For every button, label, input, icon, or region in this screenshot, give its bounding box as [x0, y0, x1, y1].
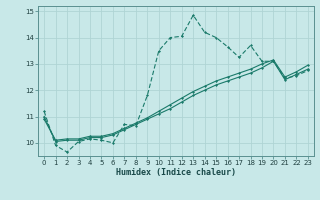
- X-axis label: Humidex (Indice chaleur): Humidex (Indice chaleur): [116, 168, 236, 177]
